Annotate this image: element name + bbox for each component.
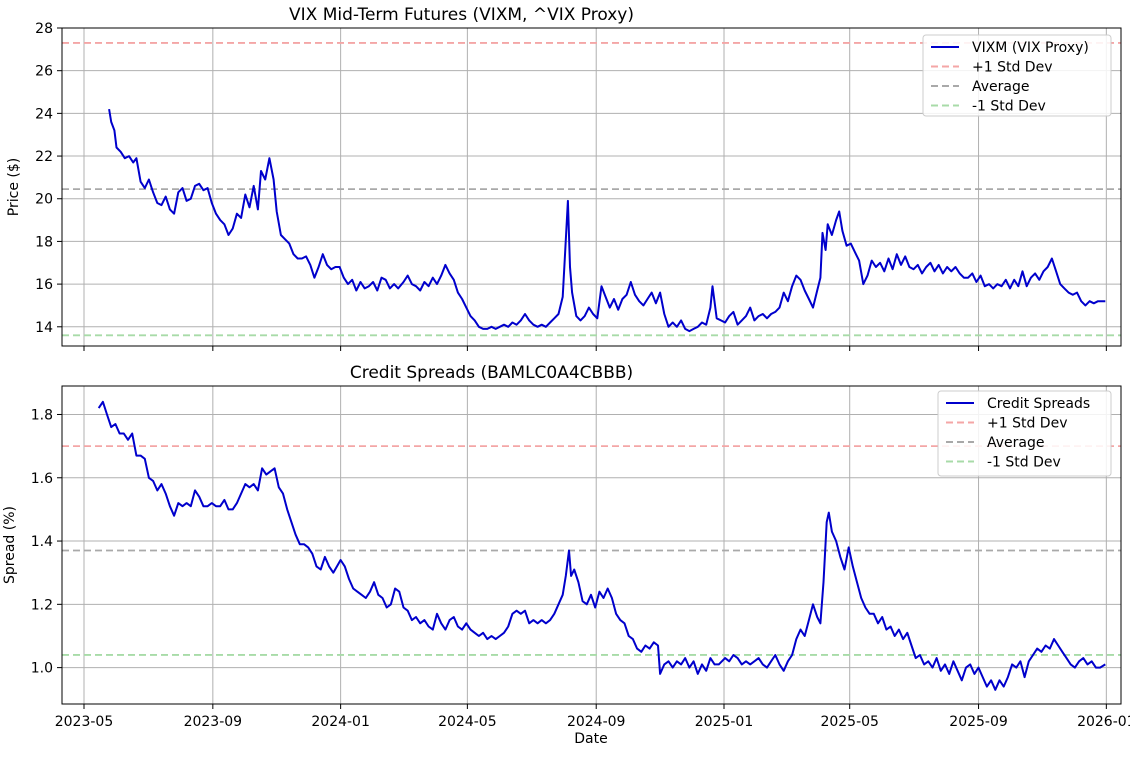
credit-x-tick-label: 2025-01 xyxy=(695,714,754,730)
vix-axes-frame xyxy=(61,27,1122,347)
credit-y-tick-label: 1.2 xyxy=(31,597,53,613)
vix-y-axis-label: Price ($) xyxy=(6,158,22,216)
credit-y-axis-label: Spread (%) xyxy=(2,506,18,584)
credit-x-tick-label: 2025-09 xyxy=(949,714,1008,730)
credit-y-tick-label: 1.6 xyxy=(31,471,53,487)
vix-y-tick-label: 26 xyxy=(35,64,53,80)
vix-legend-box xyxy=(922,34,1112,117)
credit-legend-label: -1 Std Dev xyxy=(987,455,1061,471)
credit-legend-box xyxy=(937,390,1112,477)
vix-legend-label: -1 Std Dev xyxy=(972,99,1046,115)
vix-legend-label: VIXM (VIX Proxy) xyxy=(972,40,1089,56)
vix-y-tick-label: 18 xyxy=(35,234,53,250)
credit-x-axis-label: Date xyxy=(574,731,607,747)
credit-x-tick-label: 2023-09 xyxy=(184,714,243,730)
vix-y-tick-label: 28 xyxy=(35,21,53,37)
credit-x-tick-label: 2026-01 xyxy=(1077,714,1130,730)
credit-y-tick-label: 1.8 xyxy=(31,407,53,423)
credit-legend: Credit Spreads +1 Std Dev Average -1 Std De… xyxy=(937,390,1112,477)
credit-x-tick-label: 2023-05 xyxy=(55,714,114,730)
vix-y-tick-label: 20 xyxy=(35,192,53,208)
credit-series-line xyxy=(97,400,1106,691)
credit-chart-title: Credit Spreads (BAMLC0A4CBBB) xyxy=(350,363,633,383)
vix-y-tick-label: 14 xyxy=(35,320,53,336)
vix-y-tick-label: 22 xyxy=(35,149,53,165)
credit-legend-label: +1 Std Dev xyxy=(987,416,1067,432)
credit-legend-label: Average xyxy=(987,435,1045,451)
credit-x-tick-label: 2024-09 xyxy=(567,714,626,730)
vix-y-tick-label: 16 xyxy=(35,277,53,293)
credit-x-tick-label: 2024-05 xyxy=(438,714,497,730)
credit-axes-frame xyxy=(61,385,1122,705)
vix-legend-label: Average xyxy=(972,79,1030,95)
credit-legend-label: Credit Spreads xyxy=(987,396,1090,412)
vix-chart-title: VIX Mid-Term Futures (VIXM, ^VIX Proxy) xyxy=(289,5,634,25)
vix-y-tick-label: 24 xyxy=(35,106,53,122)
credit-x-tick-label: 2024-01 xyxy=(311,714,370,730)
credit-y-tick-label: 1.4 xyxy=(31,534,53,550)
vix-legend: VIXM (VIX Proxy) +1 Std Dev Average -1 Std … xyxy=(922,34,1112,117)
vix-series-line xyxy=(108,108,1106,333)
credit-x-tick-label: 2025-05 xyxy=(820,714,879,730)
vix-legend-label: +1 Std Dev xyxy=(972,60,1052,76)
credit-spread-panel: 1.0 1.2 1.4 1.6 1.8 2023-05 2023-09 2024-01 2024… xyxy=(2,363,1130,747)
credit-y-tick-label: 1.0 xyxy=(31,661,53,677)
vix-panel: 14 16 18 20 22 24 26 28 VIX Mid-Term Futures (VI… xyxy=(6,5,1122,351)
